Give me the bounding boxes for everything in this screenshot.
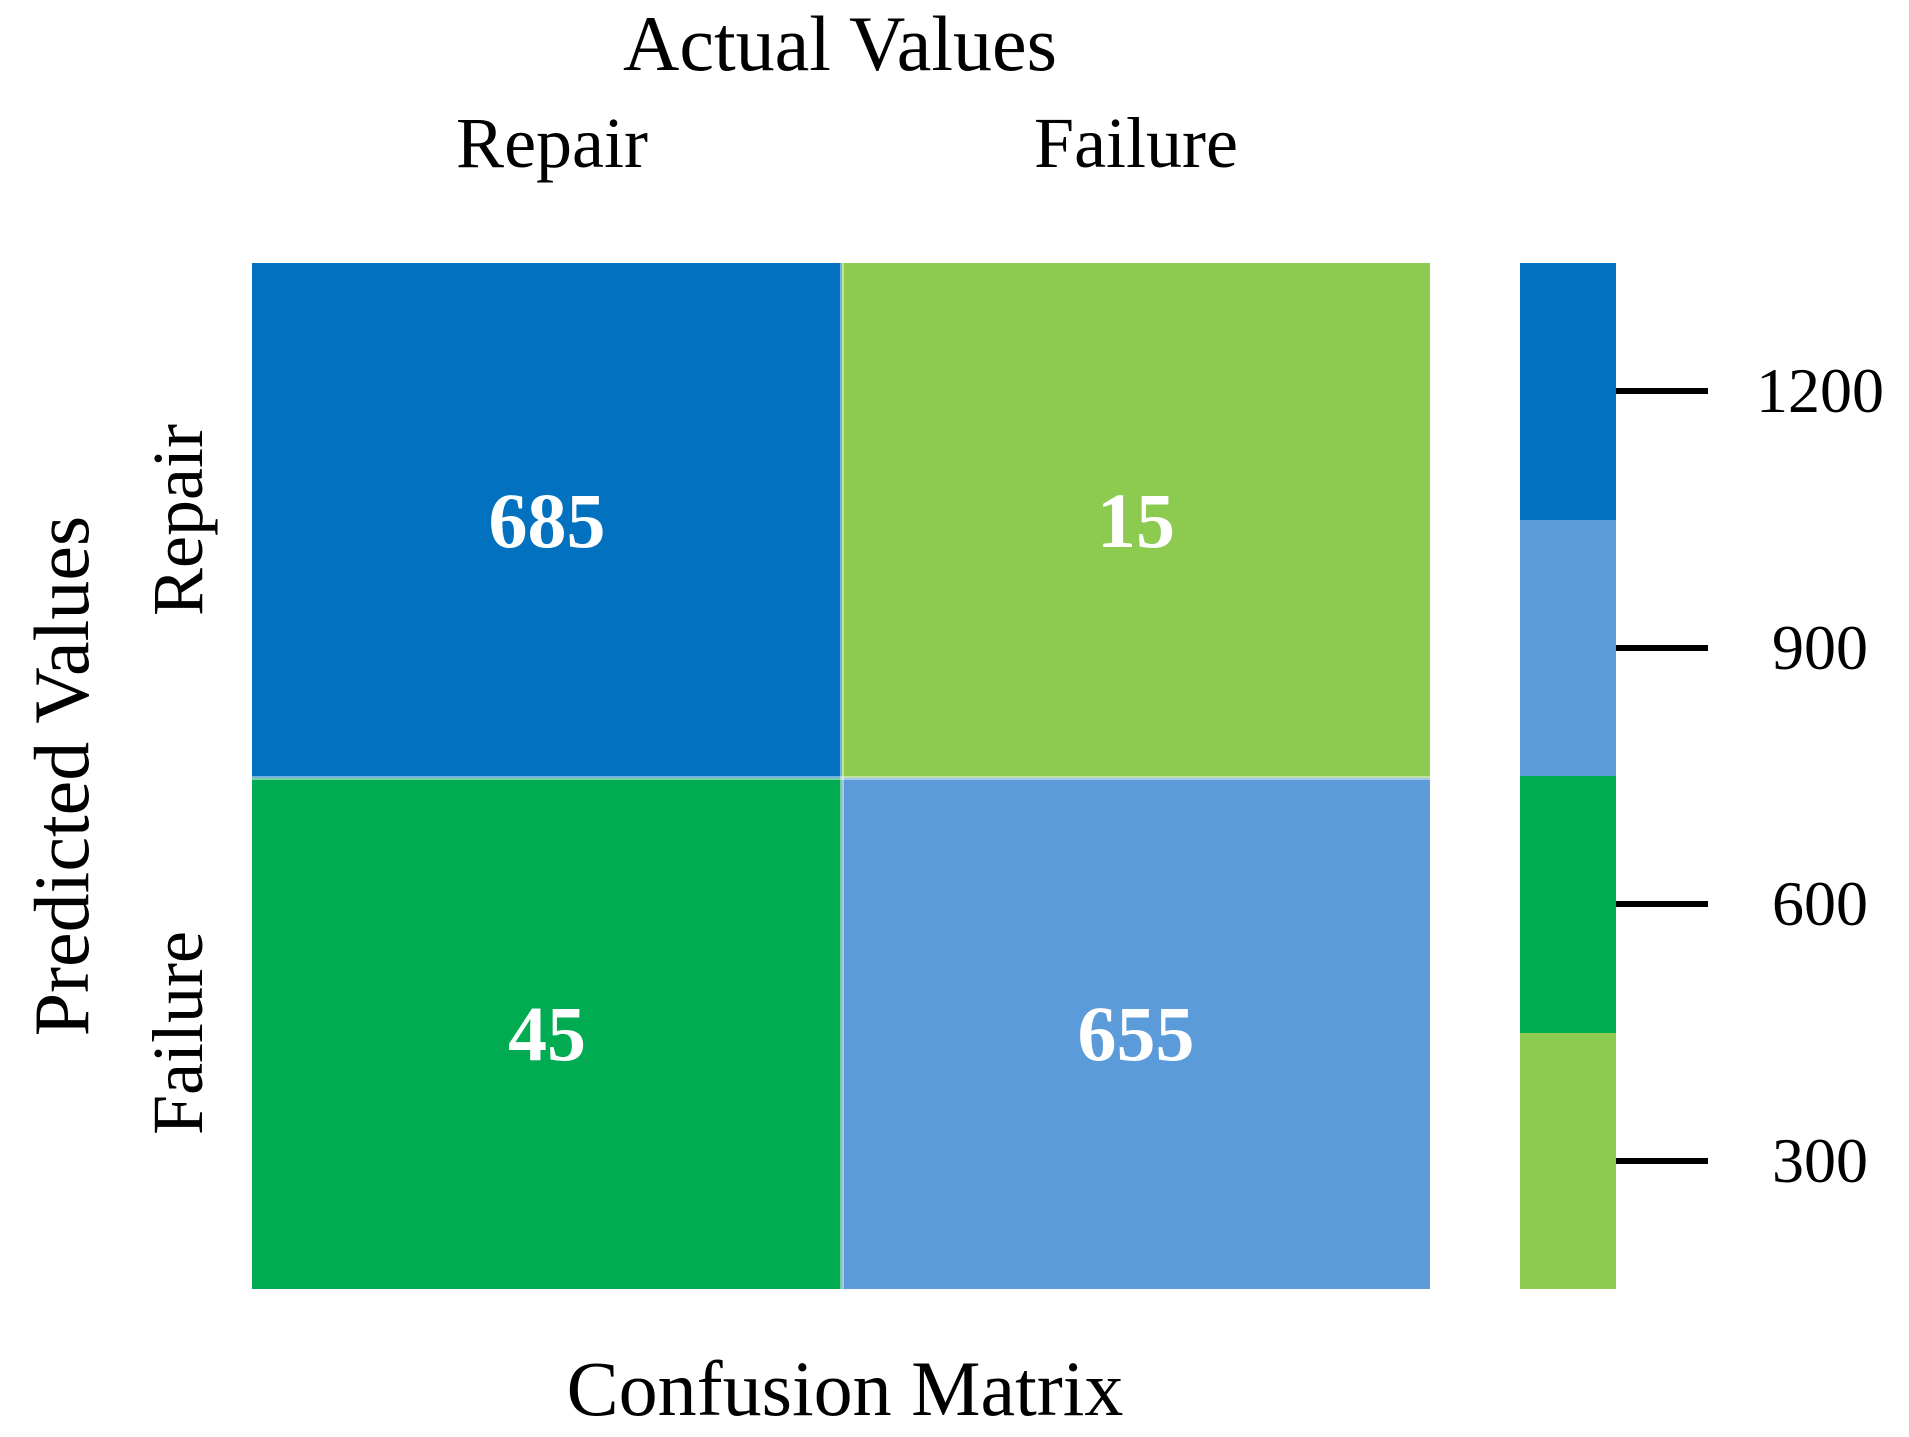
colorbar-tick-line [1616, 1158, 1708, 1164]
y-axis-title: Predicted Values [18, 515, 105, 1037]
colorbar-tick-label-300: 300 [1772, 1125, 1868, 1196]
cell-divider-horizontal [252, 776, 1430, 780]
colorbar-tick-label-1200: 1200 [1756, 355, 1884, 426]
cell-divider-vertical [840, 263, 844, 1289]
cell-predicted-failure-actual-failure: 655 [842, 778, 1430, 1289]
colorbar-segment-green [1520, 776, 1616, 1033]
cell-value: 15 [1097, 476, 1175, 564]
col-label-failure: Failure [1034, 103, 1238, 183]
x-axis-title: Actual Values [623, 0, 1057, 87]
colorbar-tick-label-900: 900 [1772, 612, 1868, 683]
cell-value: 685 [488, 476, 606, 564]
row-label-repair: Repair [138, 424, 218, 616]
row-label-failure: Failure [138, 931, 218, 1135]
cell-predicted-failure-actual-repair: 45 [252, 778, 842, 1289]
colorbar-tick-label-600: 600 [1772, 868, 1868, 939]
colorbar-tick-line [1616, 388, 1708, 394]
cell-value: 655 [1077, 989, 1195, 1077]
colorbar-tick-line [1616, 645, 1708, 651]
colorbar-segment-dark-blue [1520, 263, 1616, 520]
cell-value: 45 [508, 989, 586, 1077]
cell-predicted-repair-actual-repair: 685 [252, 263, 842, 778]
chart-title: Confusion Matrix [566, 1345, 1124, 1432]
colorbar-tick-line [1616, 901, 1708, 907]
cell-predicted-repair-actual-failure: 15 [842, 263, 1430, 778]
col-label-repair: Repair [456, 103, 648, 183]
colorbar-segment-light-green [1520, 1033, 1616, 1289]
colorbar-segment-light-blue [1520, 520, 1616, 776]
